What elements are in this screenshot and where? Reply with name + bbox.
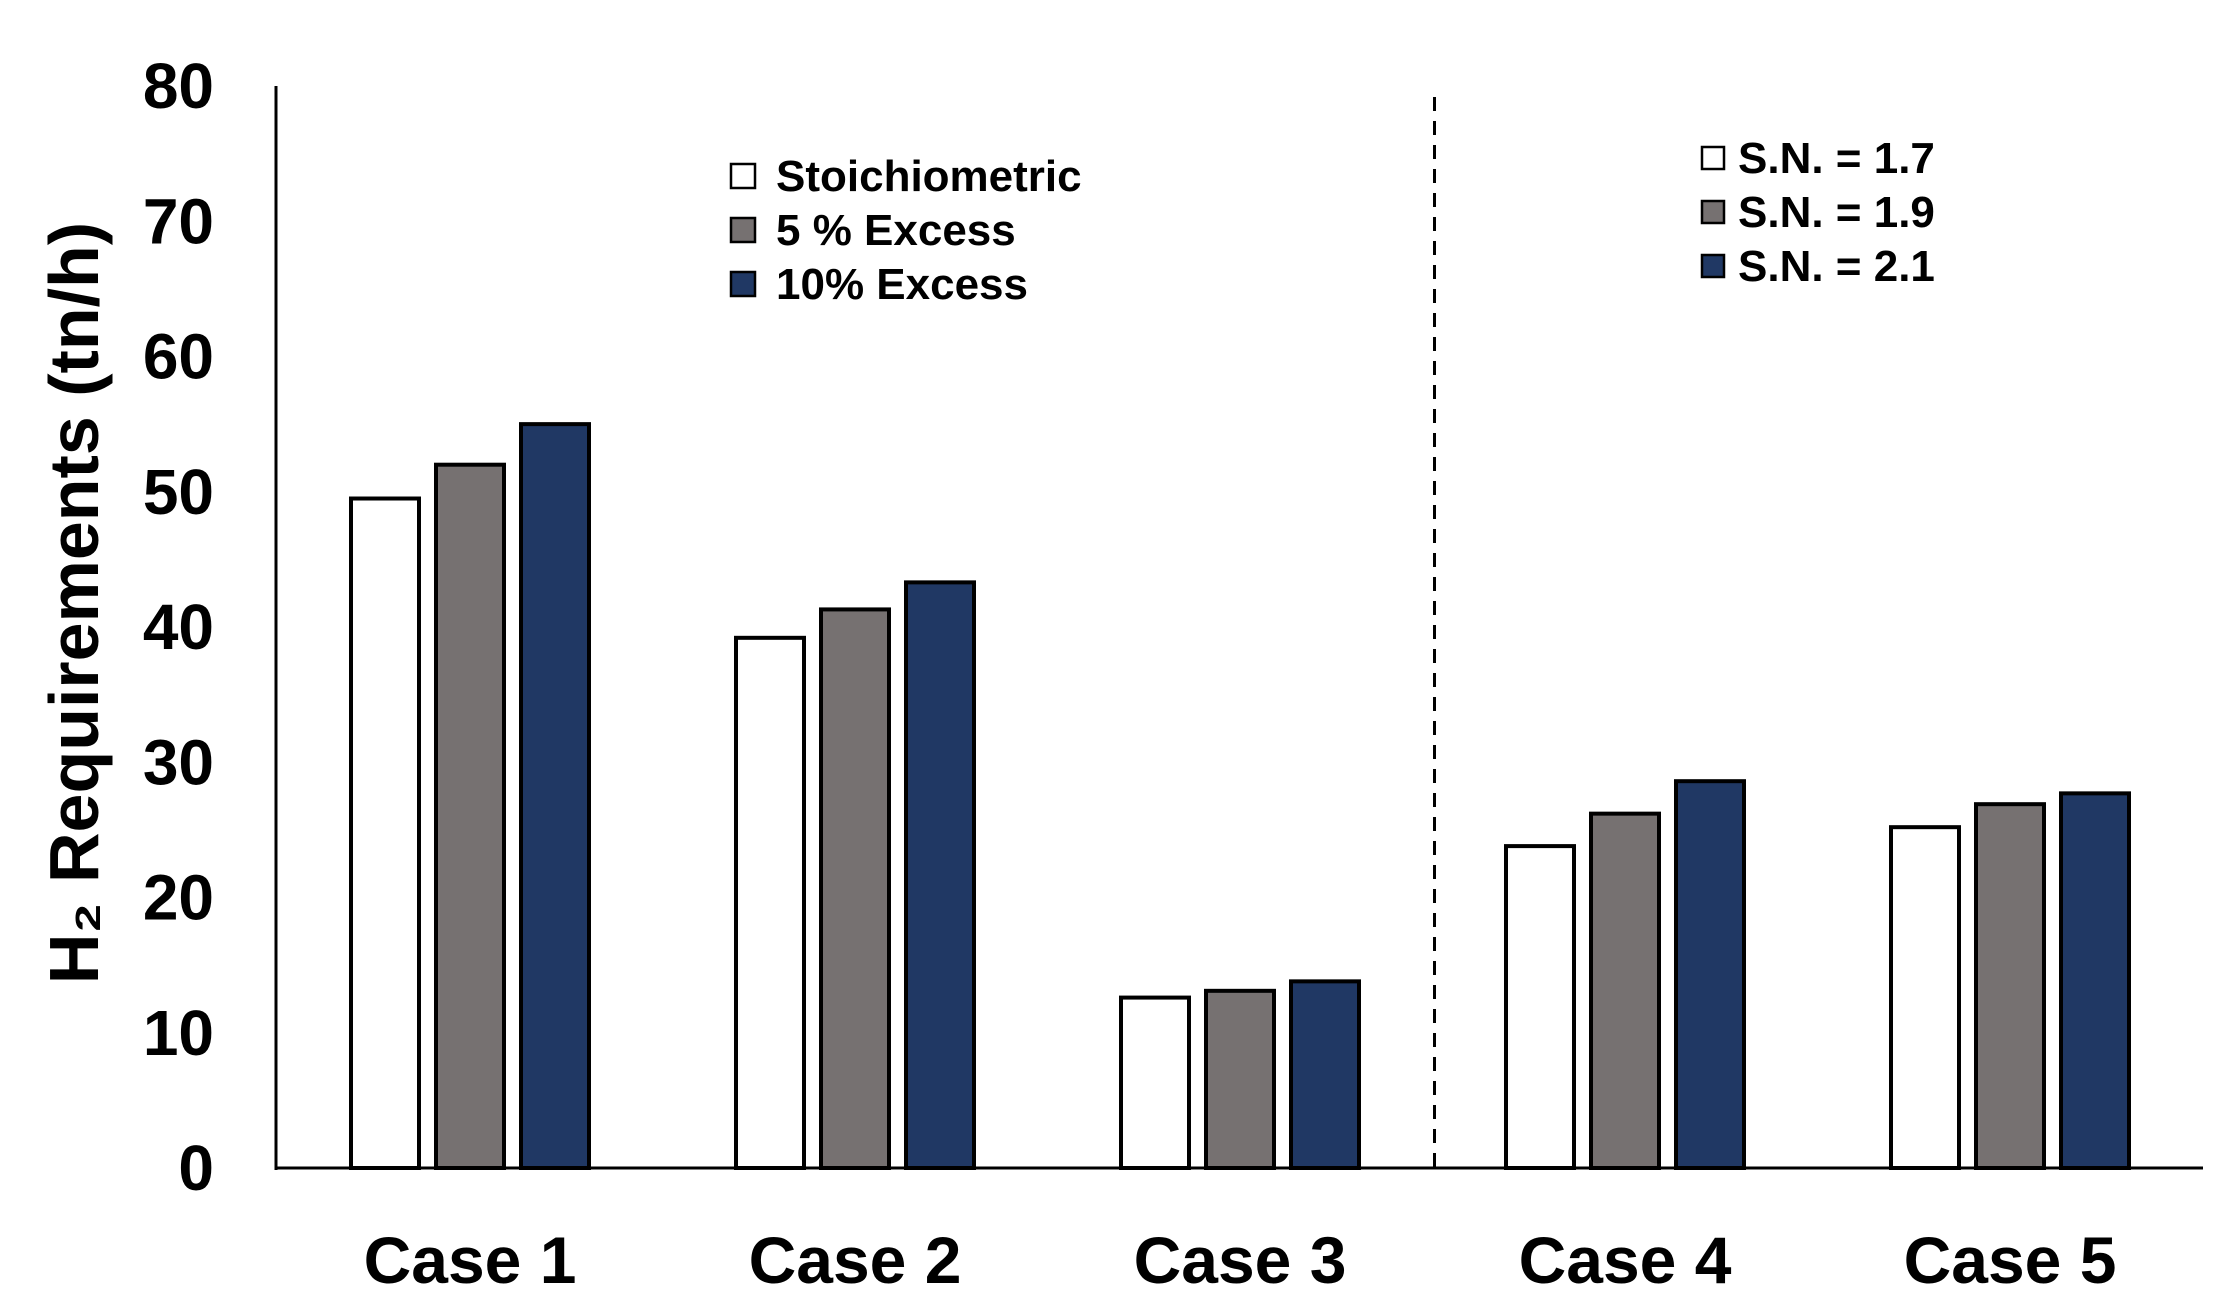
y-tick-label-30: 30	[143, 726, 214, 798]
y-tick-label-70: 70	[143, 185, 214, 257]
legend-1-label-3: 10% Excess	[776, 260, 1028, 309]
y-tick-label-50: 50	[143, 456, 214, 528]
legend-1-swatch-1	[729, 162, 757, 190]
bar-case-2-series-3	[904, 580, 976, 1170]
bar-case-5-series-1	[1889, 825, 1961, 1170]
legend-2-label-3: S.N. = 2.1	[1738, 242, 1935, 291]
bar-case-3-series-2	[1204, 988, 1276, 1171]
axes-group	[274, 86, 2203, 1170]
bars-group	[349, 422, 2131, 1171]
y-tick-label-20: 20	[143, 862, 214, 934]
x-tick-labels: Case 1 Case 2 Case 3 Case 4 Case 5	[364, 1223, 2117, 1297]
y-tick-label-60: 60	[143, 321, 214, 393]
y-axis-label: H₂ Requirements (tn/h)	[35, 222, 113, 984]
legend-2-swatch-3	[1700, 253, 1726, 279]
bar-case-5-series-2	[1974, 802, 2046, 1170]
bar-case-3-series-1	[1119, 995, 1191, 1171]
legend-2-swatch-2	[1700, 199, 1726, 225]
bar-case-4-series-1	[1504, 844, 1576, 1170]
y-tick-label-80: 80	[143, 50, 214, 122]
x-tick-label-case-1: Case 1	[364, 1223, 577, 1297]
x-tick-label-case-2: Case 2	[749, 1223, 962, 1297]
legend-1-label-1: Stoichiometric	[776, 152, 1082, 201]
legend-2-swatch-1	[1700, 145, 1726, 171]
bar-case-5-series-3	[2059, 791, 2131, 1170]
x-tick-label-case-3: Case 3	[1134, 1223, 1347, 1297]
y-tick-labels: 0 10 20 30 40 50 60 70 80	[143, 50, 214, 1204]
bar-case-1-series-3	[519, 422, 591, 1170]
legend-1-swatch-2	[729, 216, 757, 244]
bar-case-2-series-2	[819, 607, 891, 1170]
y-tick-label-40: 40	[143, 591, 214, 663]
legend-1-swatch-3	[729, 270, 757, 298]
y-tick-label-10: 10	[143, 997, 214, 1069]
y-tick-label-0: 0	[178, 1132, 214, 1204]
bar-case-1-series-1	[349, 496, 421, 1170]
bar-case-3-series-3	[1289, 979, 1361, 1170]
legend-2-label-1: S.N. = 1.7	[1738, 134, 1935, 183]
x-tick-label-case-5: Case 5	[1904, 1223, 2117, 1297]
bar-case-4-series-2	[1589, 811, 1661, 1171]
legends-group: Stoichiometric 5 % Excess 10% Excess S.N. =…	[729, 134, 1935, 309]
bar-case-1-series-2	[434, 462, 506, 1170]
bar-case-2-series-1	[734, 635, 806, 1170]
legend-2-label-2: S.N. = 1.9	[1738, 188, 1935, 237]
bar-case-4-series-3	[1674, 779, 1746, 1170]
x-tick-label-case-4: Case 4	[1519, 1223, 1732, 1297]
legend-1-label-2: 5 % Excess	[776, 206, 1016, 255]
